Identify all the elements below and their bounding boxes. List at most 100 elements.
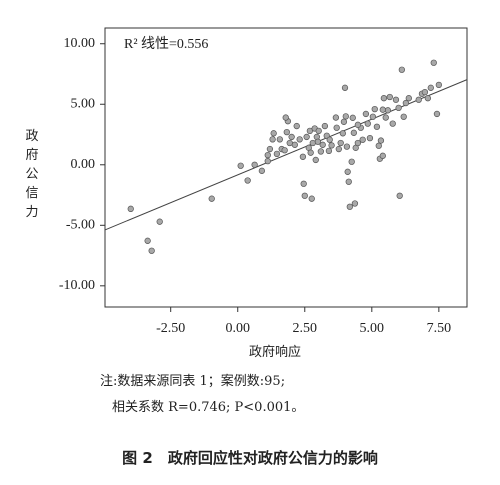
point (375, 142, 382, 149)
point (435, 81, 442, 89)
annotation: R² 线性=0.556 (124, 36, 208, 52)
point (307, 149, 314, 156)
point (148, 247, 155, 254)
point (303, 133, 310, 141)
point (405, 95, 412, 102)
point (332, 114, 340, 121)
point (291, 141, 298, 148)
point (351, 200, 359, 207)
plot-frame (104, 27, 468, 308)
point (379, 152, 386, 159)
point (386, 93, 393, 101)
point (328, 142, 335, 149)
point (371, 105, 378, 113)
y-tick-label: -5.00 (66, 218, 95, 233)
point (317, 148, 325, 155)
point (366, 134, 374, 142)
x-axis-label: 政府响应 (249, 344, 301, 360)
point (395, 104, 402, 112)
point (296, 136, 303, 143)
point (400, 113, 407, 120)
point (269, 136, 276, 143)
point (273, 150, 281, 158)
point (433, 110, 441, 118)
point (266, 145, 274, 153)
point (276, 136, 283, 143)
point (389, 120, 396, 127)
point (127, 205, 134, 212)
point (345, 178, 352, 185)
x-tick-label: 2.50 (293, 321, 318, 336)
point (364, 120, 371, 127)
point (208, 195, 215, 202)
point (301, 192, 308, 199)
point (346, 203, 353, 210)
point (258, 167, 266, 174)
point (312, 156, 319, 164)
point (144, 237, 151, 244)
point (283, 128, 290, 136)
point (377, 137, 385, 144)
point (306, 127, 314, 135)
y-tick-label: 10.00 (64, 36, 96, 51)
point (309, 139, 316, 147)
point (156, 218, 163, 225)
point (392, 96, 400, 103)
point (299, 153, 307, 160)
x-tick-label: 0.00 (225, 321, 250, 336)
point (281, 147, 288, 154)
caption: 图 2 政府回应性对政府公信力的影响 (122, 449, 378, 467)
point (340, 118, 348, 125)
point (384, 107, 392, 114)
point (354, 139, 362, 147)
point (430, 59, 437, 66)
point (427, 84, 434, 91)
point (237, 162, 244, 169)
x-tick-label: 7.50 (427, 321, 452, 336)
point (350, 129, 357, 136)
point (344, 168, 351, 175)
point (333, 124, 340, 131)
note-line: 相关系数 R=0.746; P<0.001。 (112, 400, 304, 415)
point (373, 123, 381, 130)
point (337, 139, 344, 147)
point (421, 89, 429, 96)
point (293, 122, 300, 130)
point (251, 161, 258, 168)
note-line: 注:数据来源同表 1；案例数:95; (100, 374, 285, 389)
point (369, 113, 377, 120)
point (300, 180, 307, 187)
point (341, 84, 349, 91)
point (325, 147, 333, 155)
point (354, 121, 362, 128)
point (264, 151, 271, 159)
y-axis-label: 政府公信力 (25, 129, 38, 220)
point (342, 113, 349, 120)
point (319, 141, 326, 148)
point (398, 66, 405, 73)
y-tick-label: 5.00 (71, 96, 96, 111)
point (282, 114, 289, 121)
point (335, 145, 342, 153)
point (382, 114, 389, 121)
point (348, 158, 355, 165)
point (326, 136, 333, 143)
point (343, 143, 351, 150)
point (308, 195, 315, 202)
point (415, 96, 422, 103)
point (270, 130, 277, 137)
point (362, 110, 370, 118)
fit-line (104, 79, 468, 231)
point (402, 99, 410, 107)
point (359, 136, 366, 143)
point (380, 95, 388, 102)
y-tick-label: 0.00 (71, 157, 96, 172)
point (264, 157, 271, 165)
point (349, 114, 356, 121)
point (314, 138, 322, 145)
point (321, 122, 329, 130)
y-tick-label: -10.00 (59, 278, 95, 293)
x-tick-label: -2.50 (156, 321, 185, 336)
point (288, 133, 295, 141)
